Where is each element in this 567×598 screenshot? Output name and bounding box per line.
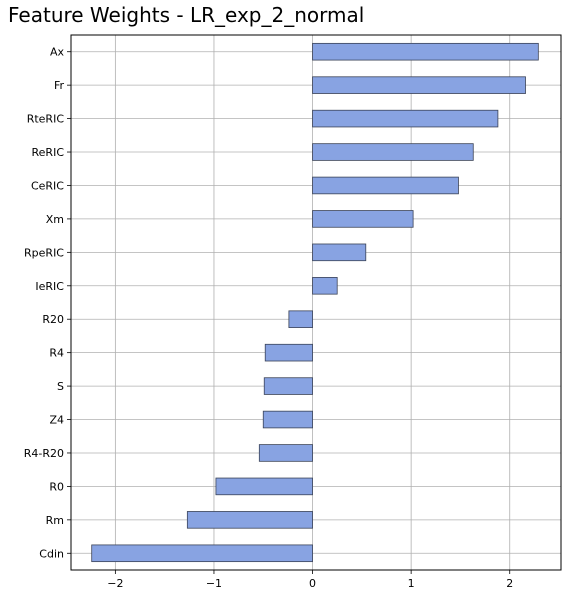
y-tick-label: R0 bbox=[49, 480, 64, 493]
bar-RpeRIC bbox=[312, 243, 367, 262]
y-tick-label: R20 bbox=[42, 313, 64, 326]
bar-S bbox=[263, 377, 313, 395]
y-tick-label: RpeRIC bbox=[24, 246, 64, 259]
y-tick-label: IeRIC bbox=[35, 280, 64, 293]
y-tick-label: Ax bbox=[50, 46, 65, 59]
y-tick-label: R4-R20 bbox=[24, 447, 64, 460]
bar-Fr bbox=[312, 76, 526, 94]
y-tick-label: RteRIC bbox=[27, 113, 65, 126]
x-tick-label: 0 bbox=[309, 577, 316, 590]
plot-frame bbox=[70, 34, 562, 571]
bar-Rm bbox=[186, 511, 313, 529]
x-tick-label: −1 bbox=[206, 577, 222, 590]
chart-title: Feature Weights - LR_exp_2_normal bbox=[8, 3, 365, 27]
bar-R20 bbox=[288, 310, 313, 328]
y-tick-label: Rm bbox=[46, 514, 64, 527]
bars bbox=[91, 42, 539, 563]
y-tick-label: CeRIC bbox=[31, 179, 64, 192]
x-tick-label: −2 bbox=[107, 577, 123, 590]
y-tick-label: Fr bbox=[54, 79, 65, 92]
y-axis-ticks: Ax Fr RteRIC ReRIC CeRIC Xm RpeRIC IeRIC R20 R4 S Z… bbox=[24, 46, 71, 560]
bar-Cdin bbox=[91, 544, 313, 563]
bar-IeRIC bbox=[312, 277, 338, 295]
x-axis-ticks: −2 −1 0 1 2 bbox=[107, 570, 513, 590]
bar-RteRIC bbox=[312, 109, 499, 128]
bar-R4 bbox=[264, 343, 313, 362]
y-tick-label: Z4 bbox=[49, 414, 64, 427]
x-tick-label: 1 bbox=[408, 577, 415, 590]
bar-R4-R20 bbox=[258, 444, 313, 462]
bar-CeRIC bbox=[312, 176, 459, 195]
x-tick-label: 2 bbox=[506, 577, 513, 590]
y-tick-label: Xm bbox=[46, 213, 64, 226]
bar-Ax bbox=[312, 42, 539, 61]
y-tick-label: Cdin bbox=[39, 547, 64, 560]
y-tick-label: ReRIC bbox=[32, 146, 65, 159]
bar-R0 bbox=[215, 477, 313, 496]
bar-Xm bbox=[312, 210, 414, 228]
y-tick-label: S bbox=[57, 380, 64, 393]
bar-ReRIC bbox=[312, 143, 474, 161]
y-tick-label: R4 bbox=[49, 347, 64, 360]
bar-Z4 bbox=[262, 410, 313, 429]
